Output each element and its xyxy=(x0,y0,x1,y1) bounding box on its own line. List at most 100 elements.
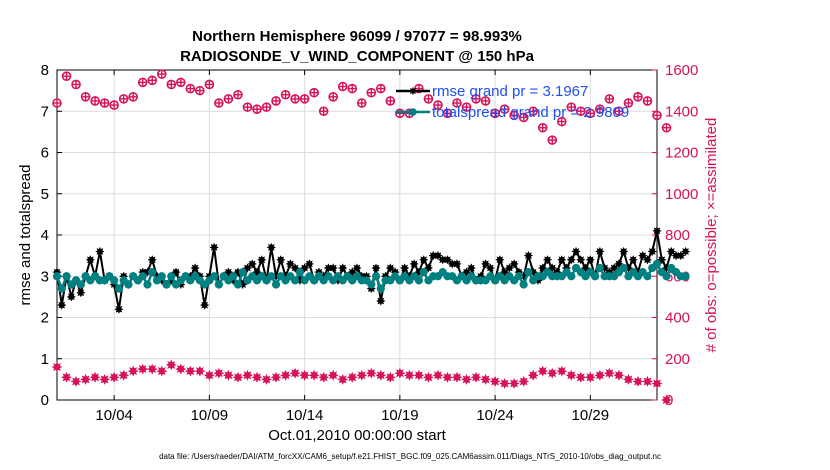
series-totalspread xyxy=(52,259,690,293)
rmse-point xyxy=(199,300,210,310)
legend-item: rmse grand pr = 3.1967 xyxy=(396,83,588,100)
assimilated-point xyxy=(127,365,139,377)
totalspread-point xyxy=(367,280,376,289)
assimilated-point xyxy=(175,363,187,375)
assimilated-point xyxy=(613,369,625,381)
possible-point xyxy=(642,96,653,106)
possible-point xyxy=(423,94,434,104)
totalspread-point xyxy=(376,284,385,293)
assimilated-point xyxy=(146,363,158,375)
totalspread-point xyxy=(619,263,628,273)
possible-point xyxy=(109,100,119,110)
rmse-point xyxy=(371,263,381,273)
possible-point xyxy=(604,94,615,104)
assimilated-point xyxy=(546,367,558,379)
possible-point xyxy=(137,77,148,88)
possible-point xyxy=(71,79,81,90)
assimilated-point xyxy=(527,369,539,381)
totalspread-point xyxy=(290,276,300,285)
assimilated-point xyxy=(575,371,587,383)
y-axis-right: 02004006008001000120014001600 xyxy=(652,62,698,409)
possible-point xyxy=(556,116,567,127)
totalspread-point xyxy=(210,272,219,281)
totalspread-point xyxy=(229,272,238,281)
assimilated-point xyxy=(118,369,130,381)
assimilated-point xyxy=(60,371,73,383)
possible-point xyxy=(118,94,129,104)
assimilated-point xyxy=(651,377,663,390)
rmse-point xyxy=(418,254,429,265)
y-left-tick-label: 5 xyxy=(41,186,49,203)
assimilated-point xyxy=(451,371,463,383)
totalspread-point xyxy=(267,272,276,281)
possible-point xyxy=(547,135,558,145)
y-right-tick-label: 800 xyxy=(665,227,690,244)
possible-point xyxy=(99,98,110,108)
rmse-point xyxy=(466,263,477,273)
possible-point xyxy=(290,94,300,104)
possible-point xyxy=(176,77,186,88)
assimilated-point xyxy=(603,367,615,379)
legend-label: totalspread grand pr = 2.9809 xyxy=(432,104,629,121)
possible-point xyxy=(214,98,224,108)
possible-point xyxy=(223,94,234,104)
y-axis-right-label: # of obs: o=possible; ×=assimilated xyxy=(703,118,720,353)
possible-point xyxy=(90,96,100,106)
totalspread-point xyxy=(652,259,662,268)
possible-point xyxy=(195,85,205,96)
possible-point xyxy=(366,87,377,98)
assimilated-point xyxy=(213,367,225,379)
rmse-point xyxy=(556,254,567,265)
rmse-point xyxy=(452,259,462,269)
possible-point xyxy=(652,110,662,121)
assimilated-point xyxy=(194,365,206,377)
totalspread-point xyxy=(162,280,171,289)
rmse-point xyxy=(542,254,553,265)
totalspread-point xyxy=(643,272,652,281)
possible-point xyxy=(242,102,253,112)
y-left-tick-label: 0 xyxy=(41,392,49,409)
totalspread-point xyxy=(371,272,381,281)
assimilated-point xyxy=(441,371,454,383)
assimilated-point xyxy=(632,375,644,387)
assimilated-point xyxy=(289,367,301,379)
totalspread-point xyxy=(143,280,152,289)
assimilated-point xyxy=(241,369,254,381)
y-left-tick-label: 8 xyxy=(41,62,49,79)
y-axis-left: 0 1 2 3 4 5 6 7 8 xyxy=(41,62,62,409)
possible-point xyxy=(185,83,196,94)
legend-label: rmse grand pr = 3.1967 xyxy=(432,83,588,100)
totalspread-point xyxy=(662,272,671,281)
assimilated-point xyxy=(108,371,120,383)
possible-point xyxy=(337,81,348,92)
rmse-point xyxy=(275,254,286,265)
rmse-point xyxy=(485,263,496,273)
chart-subtitle: RADIOSONDE_V_WIND_COMPONENT @ 150 hPa xyxy=(180,48,535,65)
assimilated-point xyxy=(165,359,177,371)
possible-point xyxy=(528,106,538,117)
legend-item: totalspread grand pr = 2.9809 xyxy=(396,104,629,121)
assimilated-point xyxy=(280,369,292,381)
totalspread-point xyxy=(62,272,71,281)
totalspread-point xyxy=(148,268,157,277)
assimilated-point xyxy=(508,377,520,390)
possible-point xyxy=(61,71,72,81)
rmse-point xyxy=(266,242,277,253)
possible-point xyxy=(233,89,243,100)
assimilated-point xyxy=(584,371,596,383)
possible-point xyxy=(595,104,605,114)
assimilated-point xyxy=(99,373,111,385)
possible-point xyxy=(347,83,358,94)
x-tick-label: 10/09 xyxy=(191,407,229,424)
rmse-point xyxy=(247,259,258,269)
rmse-point xyxy=(337,263,348,273)
series-rmse xyxy=(52,226,691,315)
rmse-point xyxy=(495,254,505,265)
assimilated-point xyxy=(641,375,654,387)
possible-point xyxy=(299,94,310,104)
rmse-point xyxy=(85,254,96,265)
rmse-point xyxy=(209,242,219,253)
possible-point xyxy=(52,98,62,108)
possible-point xyxy=(452,98,462,108)
assimilated-point xyxy=(422,371,434,383)
